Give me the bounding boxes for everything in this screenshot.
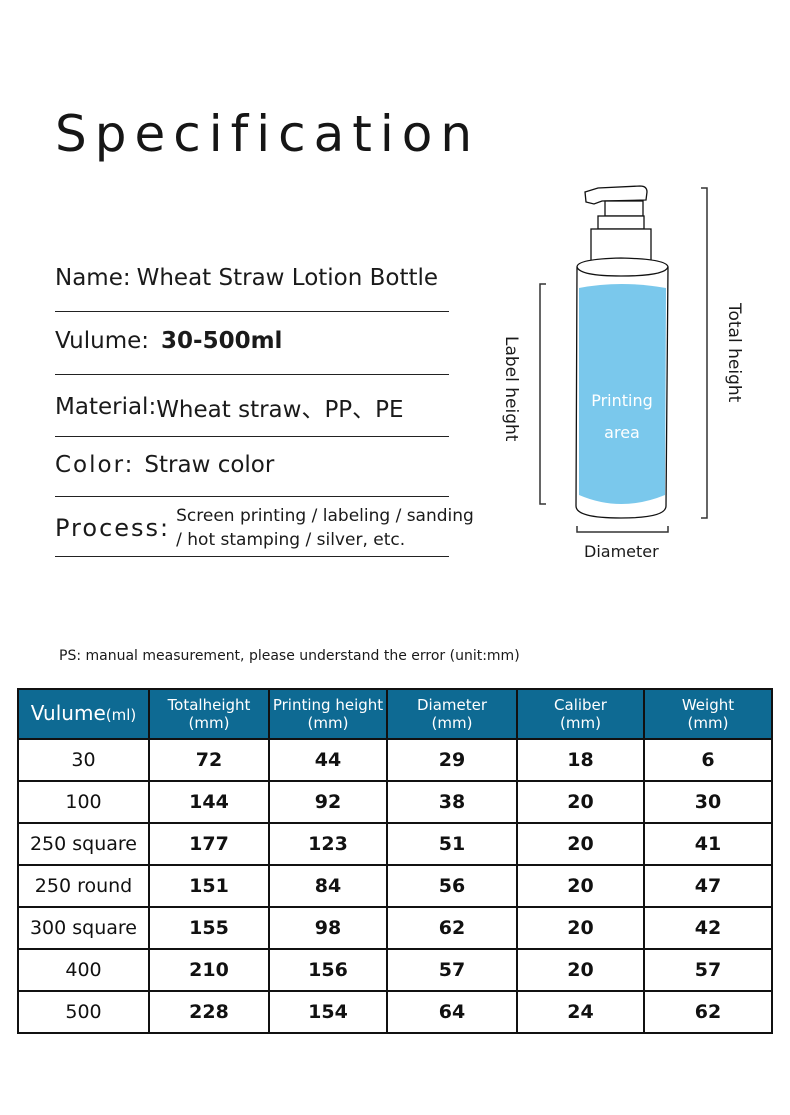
header-caliber: Caliber (mm) — [516, 688, 645, 740]
cell-caliber: 20 — [516, 822, 645, 866]
cell-printing-height: 92 — [268, 780, 388, 824]
cell-volume: 100 — [17, 780, 150, 824]
process-value: Screen printing / labeling / sanding / h… — [176, 504, 474, 552]
cell-diameter: 57 — [386, 948, 518, 992]
cell-weight: 41 — [643, 822, 773, 866]
cell-total-height: 210 — [148, 948, 270, 992]
cell-diameter: 64 — [386, 990, 518, 1034]
total-height-text: Total height — [724, 303, 744, 403]
volume-value: 30-500ml — [161, 328, 283, 354]
header-total-height: Totalheight (mm) — [148, 688, 270, 740]
table-row: 400 210 156 57 20 57 — [17, 948, 773, 992]
table-row: 300 square 155 98 62 20 42 — [17, 906, 773, 950]
cell-volume: 500 — [17, 990, 150, 1034]
color-value: Straw color — [144, 452, 275, 478]
spec-row-color: Color: Straw color — [55, 452, 449, 497]
cell-weight: 42 — [643, 906, 773, 950]
pump-icon — [584, 185, 652, 263]
cell-weight: 62 — [643, 990, 773, 1034]
cell-volume: 300 square — [17, 906, 150, 950]
cell-printing-height: 123 — [268, 822, 388, 866]
spec-row-name: Name: Wheat Straw Lotion Bottle — [55, 265, 449, 312]
header-diameter: Diameter (mm) — [386, 688, 518, 740]
table-row: 250 round 151 84 56 20 47 — [17, 864, 773, 908]
cell-total-height: 144 — [148, 780, 270, 824]
process-label: Process: — [55, 514, 171, 542]
bottle-diagram — [539, 185, 708, 533]
header-weight: Weight (mm) — [643, 688, 773, 740]
cell-printing-height: 154 — [268, 990, 388, 1034]
printing-area-label: Printing area — [577, 385, 667, 449]
process-value-line1: Screen printing / labeling / sanding — [176, 506, 474, 526]
cell-diameter: 62 — [386, 906, 518, 950]
cell-weight: 30 — [643, 780, 773, 824]
page-title: Specification — [55, 105, 481, 163]
cell-printing-height: 156 — [268, 948, 388, 992]
label-height-text: Label height — [501, 336, 521, 442]
printing-area-line1: Printing — [591, 391, 653, 410]
spec-row-material: Material: Wheat straw、PP、PE — [55, 390, 449, 437]
printing-area — [579, 284, 666, 504]
spec-row-volume: Vulume: 30-500ml — [55, 328, 449, 375]
cell-total-height: 155 — [148, 906, 270, 950]
measurement-note: PS: manual measurement, please understan… — [59, 648, 520, 664]
color-label: Color: — [55, 452, 135, 478]
diameter-text: Diameter — [584, 542, 659, 561]
cell-total-height: 228 — [148, 990, 270, 1034]
cell-total-height: 177 — [148, 822, 270, 866]
cell-printing-height: 84 — [268, 864, 388, 908]
name-label: Name: — [55, 265, 131, 291]
label-height-bracket — [539, 283, 546, 505]
material-label: Material: — [55, 394, 157, 420]
table-row: 30 72 44 29 18 6 — [17, 738, 773, 782]
header-printing-height: Printing height (mm) — [268, 688, 388, 740]
cell-caliber: 20 — [516, 948, 645, 992]
bottle-icon — [575, 257, 669, 519]
cell-caliber: 20 — [516, 864, 645, 908]
cell-caliber: 20 — [516, 906, 645, 950]
table-row: 250 square 177 123 51 20 41 — [17, 822, 773, 866]
cell-volume: 250 square — [17, 822, 150, 866]
cell-volume: 30 — [17, 738, 150, 782]
cell-volume: 400 — [17, 948, 150, 992]
cell-weight: 57 — [643, 948, 773, 992]
cell-printing-height: 98 — [268, 906, 388, 950]
cell-printing-height: 44 — [268, 738, 388, 782]
cell-total-height: 151 — [148, 864, 270, 908]
volume-label: Vulume: — [55, 328, 150, 354]
material-value: Wheat straw、PP、PE — [156, 397, 404, 423]
diameter-bracket — [576, 526, 669, 533]
table-row: 100 144 92 38 20 30 — [17, 780, 773, 824]
cell-weight: 47 — [643, 864, 773, 908]
table-row: 500 228 154 64 24 62 — [17, 990, 773, 1034]
cell-total-height: 72 — [148, 738, 270, 782]
cell-diameter: 29 — [386, 738, 518, 782]
spec-row-process: Process: Screen printing / labeling / sa… — [55, 504, 474, 557]
total-height-bracket — [701, 187, 708, 519]
header-volume: Vulume(ml) — [17, 688, 150, 740]
cell-weight: 6 — [643, 738, 773, 782]
cell-diameter: 56 — [386, 864, 518, 908]
spec-table: Vulume(ml) Totalheight (mm) Printing heig… — [17, 688, 773, 1034]
cell-caliber: 20 — [516, 780, 645, 824]
table-header-row: Vulume(ml) Totalheight (mm) Printing heig… — [17, 688, 773, 740]
cell-volume: 250 round — [17, 864, 150, 908]
cell-diameter: 51 — [386, 822, 518, 866]
name-value: Wheat Straw Lotion Bottle — [136, 265, 439, 291]
printing-area-line2: area — [604, 423, 640, 442]
cell-diameter: 38 — [386, 780, 518, 824]
cell-caliber: 24 — [516, 990, 645, 1034]
process-value-line2: / hot stamping / silver, etc. — [176, 530, 406, 550]
cell-caliber: 18 — [516, 738, 645, 782]
